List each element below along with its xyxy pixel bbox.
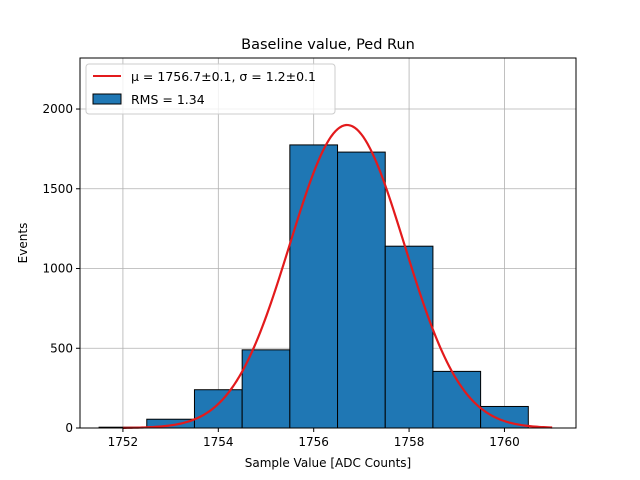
histogram-bar — [384, 245, 434, 429]
y-tick-label: 1500 — [42, 182, 73, 196]
x-tick-label: 1754 — [203, 435, 234, 449]
plot-frame — [79, 57, 577, 429]
legend-fit-label: μ = 1756.7±0.1, σ = 1.2±0.1 — [131, 69, 316, 84]
fit-curve-group — [122, 123, 553, 429]
legend-hist-swatch — [92, 93, 122, 105]
x-tick-label: 1752 — [108, 435, 139, 449]
fit-curve — [122, 123, 553, 429]
y-axis-ticks: 0 500 1000 1500 2000 — [42, 102, 80, 435]
histogram-bar — [289, 144, 339, 429]
y-tick-label: 500 — [50, 341, 73, 355]
histogram-bars — [98, 144, 529, 429]
y-tick-label: 0 — [65, 421, 73, 435]
chart-title: Baseline value, Ped Run — [241, 37, 415, 53]
legend-hist-label: RMS = 1.34 — [131, 92, 205, 107]
x-tick-label: 1758 — [394, 435, 425, 449]
y-axis-label: Events — [16, 223, 30, 264]
histogram-bar — [337, 151, 386, 429]
y-tick-label: 2000 — [42, 102, 73, 116]
legend: μ = 1756.7±0.1, σ = 1.2±0.1 RMS = 1.34 — [85, 63, 336, 115]
x-axis-ticks: 1752 1754 1756 1758 1760 — [108, 428, 520, 449]
x-axis-label: Sample Value [ADC Counts] — [245, 456, 411, 470]
x-tick-label: 1756 — [298, 435, 329, 449]
legend-box — [85, 63, 336, 115]
histogram-bar — [241, 349, 291, 429]
y-tick-label: 1000 — [42, 262, 73, 276]
x-tick-label: 1760 — [489, 435, 520, 449]
histogram-bar — [193, 389, 243, 429]
